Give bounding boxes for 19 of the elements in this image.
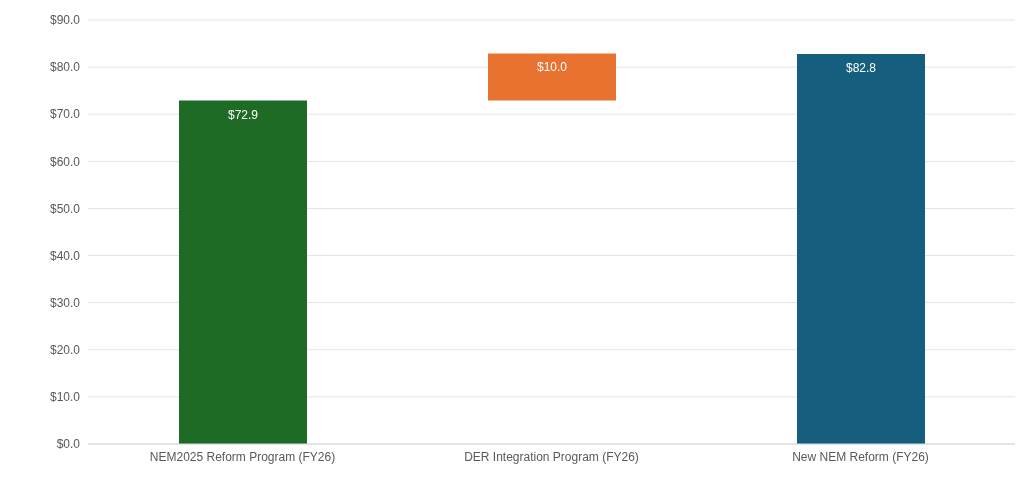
y-tick-label: $60.0 (49, 154, 81, 169)
x-tick-label: DER Integration Program (FY26) (464, 449, 639, 464)
y-tick-label: $30.0 (49, 295, 81, 310)
data-label: $72.9 (227, 107, 259, 122)
data-label: $82.8 (845, 60, 877, 75)
x-tick-label: New NEM Reform (FY26) (792, 449, 929, 464)
x-tick-label: NEM2025 Reform Program (FY26) (149, 449, 336, 464)
bar (179, 100, 307, 444)
y-tick-label: $50.0 (49, 201, 81, 216)
bar (797, 53, 925, 444)
y-tick-label: $70.0 (49, 107, 81, 122)
y-tick-label: $40.0 (49, 248, 81, 263)
data-label: $10.0 (536, 60, 568, 75)
y-tick-label: $0.0 (56, 437, 81, 452)
y-tick-label: $80.0 (49, 60, 81, 75)
y-tick-label: $10.0 (49, 390, 81, 405)
y-tick-label: $20.0 (49, 343, 81, 358)
bar (488, 53, 616, 101)
y-tick-label: $90.0 (49, 13, 81, 28)
